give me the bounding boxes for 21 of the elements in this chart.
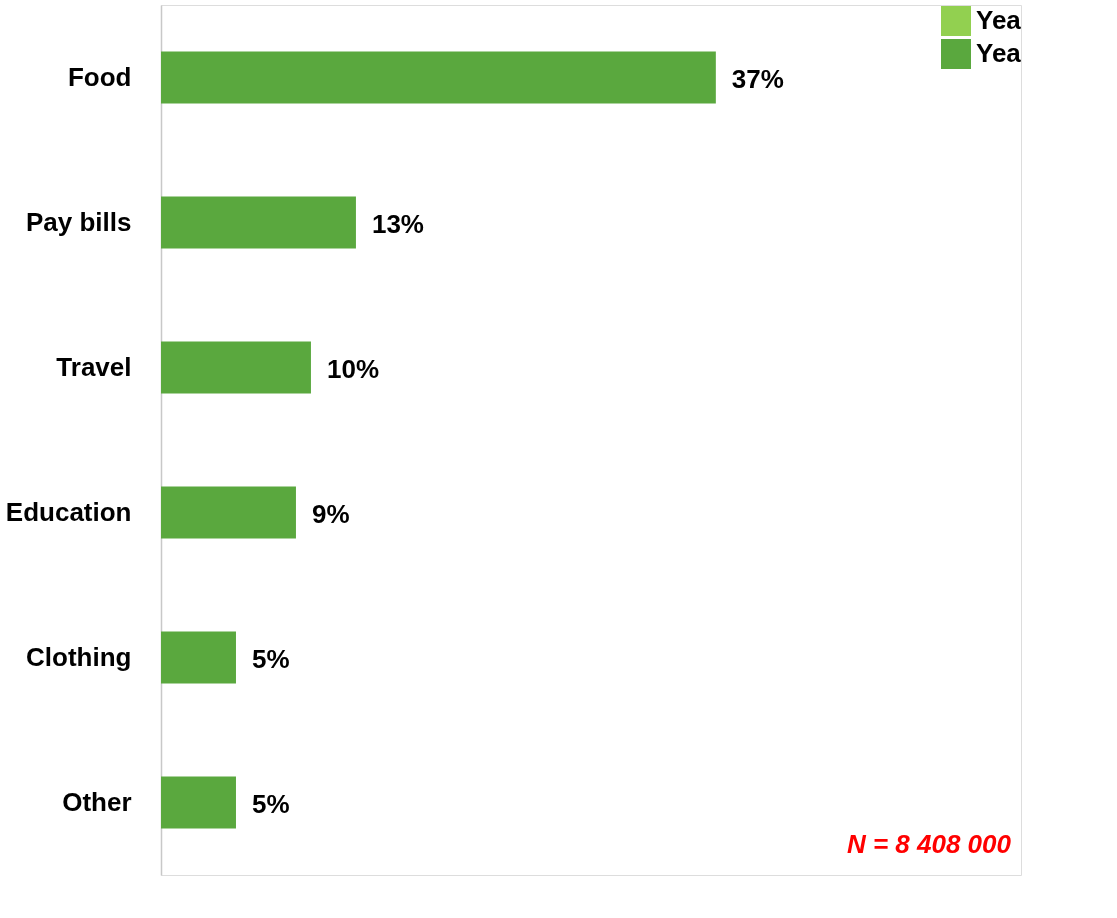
y-tick-label: Travel <box>56 351 132 382</box>
data-label: 37% <box>731 63 784 94</box>
legend-label: Yea <box>976 5 1022 35</box>
y-tick-label: Pay bills <box>26 206 132 237</box>
data-label: 5% <box>251 643 290 674</box>
bar <box>161 776 236 829</box>
bar <box>161 196 356 249</box>
data-label: 5% <box>251 788 290 819</box>
bar <box>161 51 716 104</box>
y-tick-label: Education <box>5 496 132 527</box>
y-tick-label: Other <box>62 786 132 817</box>
text: N = 8 408 000 <box>846 829 1012 859</box>
data-label: 13% <box>371 208 424 239</box>
data-label: 10% <box>326 353 379 384</box>
legend-label: Yea <box>976 38 1022 68</box>
data-label: 9% <box>311 498 350 529</box>
bar <box>161 341 311 394</box>
bar <box>161 486 296 539</box>
y-tick-label: Food <box>67 61 132 92</box>
bar <box>161 631 236 684</box>
y-tick-label: Clothing <box>26 641 132 672</box>
